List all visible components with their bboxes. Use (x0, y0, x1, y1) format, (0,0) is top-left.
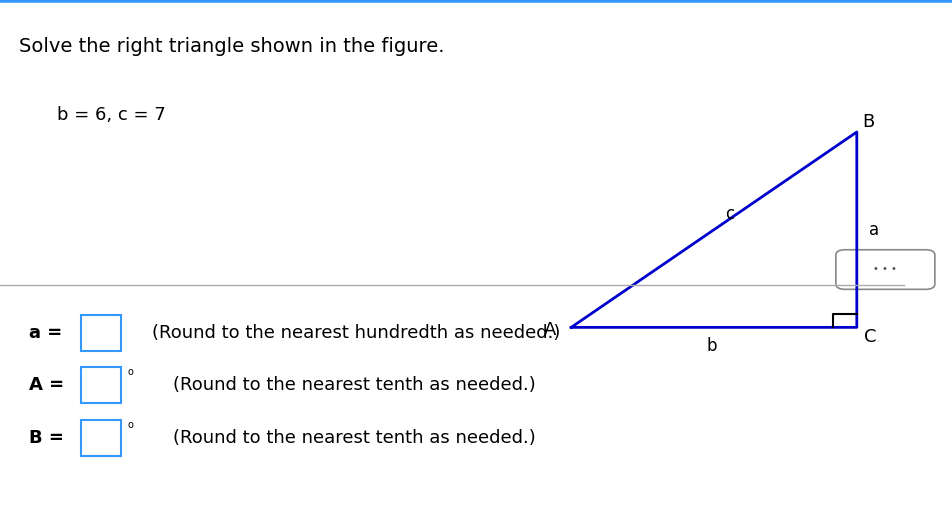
FancyBboxPatch shape (81, 315, 121, 351)
FancyBboxPatch shape (81, 367, 121, 403)
Text: Solve the right triangle shown in the figure.: Solve the right triangle shown in the fi… (19, 37, 445, 56)
FancyBboxPatch shape (836, 250, 935, 289)
Text: b = 6, c = 7: b = 6, c = 7 (57, 106, 166, 124)
Text: C: C (863, 328, 877, 346)
Text: (Round to the nearest tenth as needed.): (Round to the nearest tenth as needed.) (173, 429, 536, 447)
Text: (Round to the nearest tenth as needed.): (Round to the nearest tenth as needed.) (173, 376, 536, 394)
Text: o: o (128, 420, 133, 429)
Text: c: c (724, 205, 734, 223)
Text: B: B (863, 114, 874, 131)
Text: o: o (128, 367, 133, 376)
FancyBboxPatch shape (81, 420, 121, 456)
Text: A =: A = (29, 376, 64, 394)
Text: B =: B = (29, 429, 64, 447)
Text: a: a (869, 221, 879, 239)
Text: (Round to the nearest hundredth as needed.): (Round to the nearest hundredth as neede… (152, 324, 561, 342)
Text: a =: a = (29, 324, 62, 342)
Text: A: A (545, 321, 556, 339)
Text: • • •: • • • (873, 265, 898, 274)
Text: b: b (706, 337, 718, 355)
